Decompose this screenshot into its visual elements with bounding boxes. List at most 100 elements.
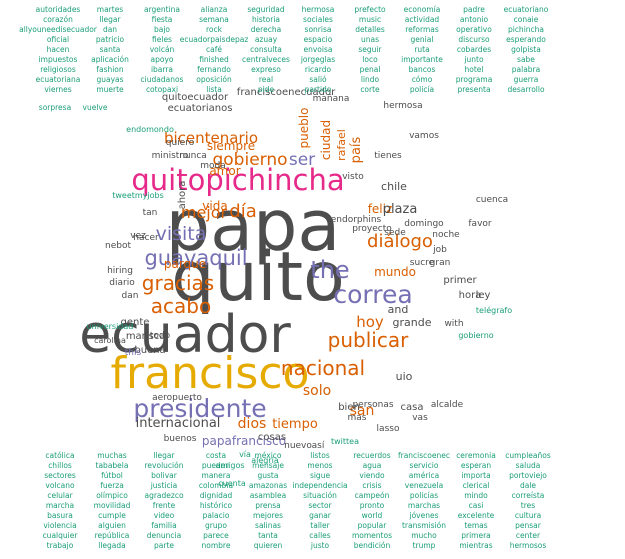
word-139: azuay bbox=[255, 35, 278, 44]
word-260: ganar bbox=[309, 511, 332, 520]
word-152: ruta bbox=[414, 45, 429, 54]
word-143: discurso bbox=[458, 35, 490, 44]
word-3: ecuador bbox=[79, 305, 291, 365]
word-161: loco bbox=[362, 55, 378, 64]
word-275: cualquier bbox=[43, 531, 79, 540]
word-153: cobardes bbox=[457, 45, 491, 54]
word-103: gobierno bbox=[458, 331, 493, 340]
word-98: amigos bbox=[215, 461, 244, 470]
word-105: autoridades bbox=[36, 5, 81, 14]
word-88: vamos bbox=[409, 131, 439, 141]
word-215: sectores bbox=[44, 471, 76, 480]
word-141: unas bbox=[361, 35, 379, 44]
word-146: santa bbox=[100, 45, 121, 54]
word-217: bolivar bbox=[151, 471, 178, 480]
word-180: salió bbox=[309, 75, 327, 84]
word-147: volcán bbox=[150, 45, 175, 54]
word-211: agua bbox=[363, 461, 382, 470]
word-290: justo bbox=[310, 541, 330, 550]
word-198: costa bbox=[206, 451, 226, 460]
word-201: recuerdos bbox=[353, 451, 390, 460]
word-61: sucre bbox=[410, 258, 435, 268]
word-176: guayas bbox=[96, 75, 123, 84]
word-281: momentos bbox=[352, 531, 392, 540]
word-130: sonrisa bbox=[305, 25, 332, 34]
word-120: sociales bbox=[303, 15, 333, 24]
word-189: pide bbox=[258, 85, 275, 94]
word-173: hotel bbox=[465, 65, 484, 74]
word-77: sede bbox=[384, 228, 406, 238]
word-222: américa bbox=[409, 471, 439, 480]
word-276: república bbox=[95, 531, 130, 540]
word-172: bancos bbox=[409, 65, 436, 74]
word-106: martes bbox=[97, 5, 124, 14]
word-226: fuerza bbox=[100, 481, 124, 490]
word-71: nunca bbox=[179, 151, 207, 161]
word-158: finished bbox=[199, 55, 229, 64]
word-191: corte bbox=[360, 85, 380, 94]
word-107: argentina bbox=[144, 5, 180, 14]
word-69: nuevo bbox=[284, 441, 312, 451]
word-150: envoisa bbox=[304, 45, 333, 54]
word-35: país bbox=[349, 136, 364, 163]
word-200: listos bbox=[310, 451, 330, 460]
word-254: tres bbox=[521, 501, 535, 510]
word-73: moda bbox=[200, 161, 226, 171]
word-14: visita bbox=[156, 223, 207, 245]
word-155: impuestos bbox=[39, 55, 78, 64]
word-118: semana bbox=[199, 15, 229, 24]
word-174: palabra bbox=[512, 65, 540, 74]
word-234: dale bbox=[520, 481, 536, 490]
word-41: uio bbox=[396, 370, 413, 383]
word-271: popular bbox=[358, 521, 388, 530]
word-51: hora bbox=[459, 290, 482, 301]
word-138: ecuadorpaisdepaz bbox=[180, 35, 249, 44]
word-109: seguridad bbox=[247, 5, 285, 14]
word-162: importante bbox=[401, 55, 443, 64]
word-205: chillos bbox=[48, 461, 72, 470]
word-133: operativo bbox=[456, 25, 492, 34]
word-196: muchas bbox=[97, 451, 127, 460]
word-208: pueden bbox=[202, 461, 231, 470]
word-119: historia bbox=[252, 15, 280, 24]
word-257: video bbox=[154, 511, 175, 520]
word-157: apoyo bbox=[151, 55, 174, 64]
word-95: universidad bbox=[87, 322, 134, 331]
word-194: desarrollo bbox=[507, 85, 545, 94]
word-63: noche bbox=[432, 230, 460, 240]
word-117: fiesta bbox=[152, 15, 173, 24]
word-283: primera bbox=[461, 531, 491, 540]
word-263: excelente bbox=[458, 511, 495, 520]
word-247: frente bbox=[153, 501, 176, 510]
word-184: guerra bbox=[514, 75, 539, 84]
word-17: diálogo bbox=[367, 231, 433, 252]
word-241: campeón bbox=[355, 491, 390, 500]
word-232: venezuela bbox=[405, 481, 443, 490]
word-192: policía bbox=[410, 85, 434, 94]
word-15: día bbox=[229, 201, 256, 222]
word-116: llegar bbox=[99, 15, 121, 24]
word-292: trump bbox=[413, 541, 436, 550]
word-135: oficial bbox=[47, 35, 69, 44]
word-132: reformas bbox=[405, 25, 439, 34]
word-78: mas bbox=[348, 413, 367, 423]
word-187: cotopaxi bbox=[146, 85, 178, 94]
word-142: genial bbox=[411, 35, 434, 44]
word-168: fernando bbox=[197, 65, 231, 74]
word-207: revolución bbox=[145, 461, 184, 470]
word-237: agradezco bbox=[144, 491, 183, 500]
word-203: ceremonia bbox=[456, 451, 496, 460]
word-206: tababela bbox=[96, 461, 129, 470]
word-82: hiring bbox=[107, 266, 133, 276]
word-199: méxico bbox=[254, 451, 281, 460]
word-9: gracias bbox=[142, 271, 214, 295]
word-46: ecuatorianos bbox=[168, 103, 233, 114]
word-280: calles bbox=[309, 531, 331, 540]
word-220: sigue bbox=[310, 471, 331, 480]
word-cloud-words: papaquitoecuadorfranciscopresidentequito… bbox=[19, 5, 551, 550]
word-33: feliz bbox=[368, 202, 393, 216]
word-245: marcha bbox=[46, 501, 74, 510]
word-286: llegada bbox=[98, 541, 126, 550]
word-175: ecuatoriana bbox=[36, 75, 81, 84]
word-224: portoviejo bbox=[509, 471, 547, 480]
